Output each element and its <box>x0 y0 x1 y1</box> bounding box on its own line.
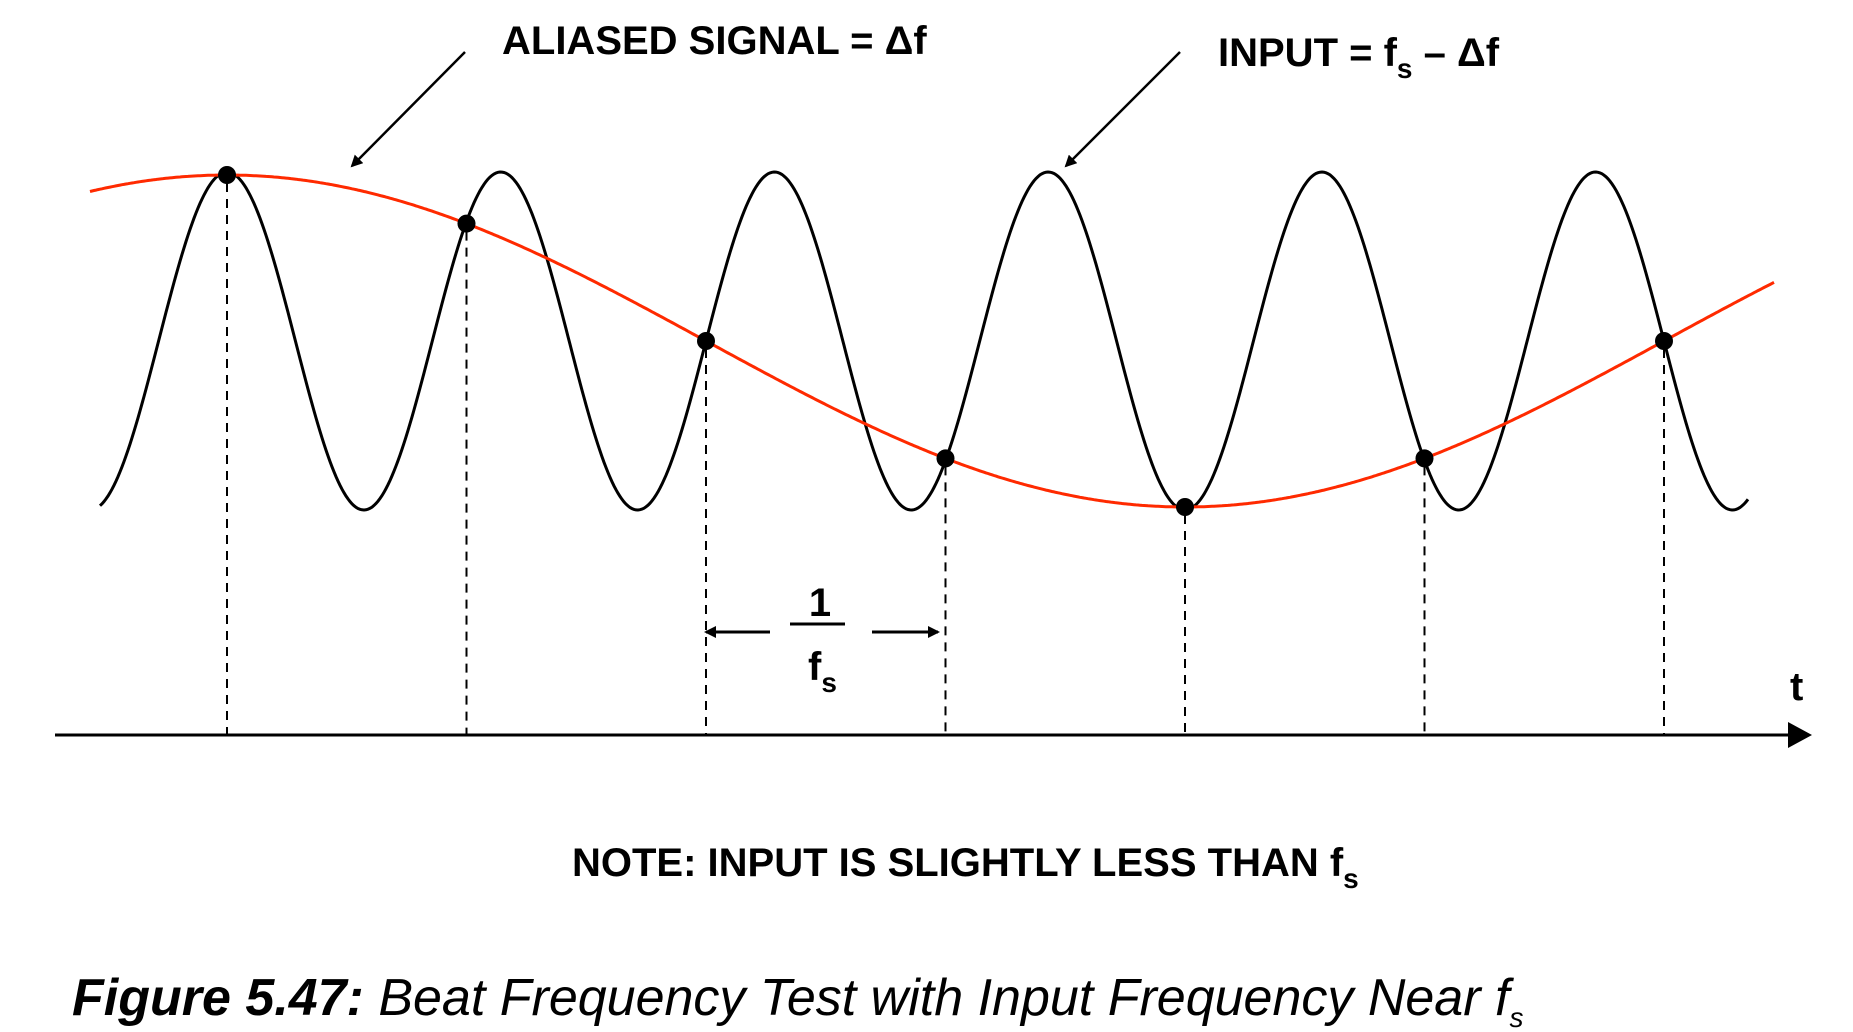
figure-caption-text: Beat Frequency Test with Input Frequency… <box>364 969 1514 1027</box>
sample-point <box>1655 332 1673 350</box>
sample-point <box>218 166 236 184</box>
sample-point <box>936 449 955 468</box>
time-axis-label: t <box>1790 665 1803 709</box>
sample-point <box>1176 498 1194 516</box>
figure-caption-subscript: s <box>1509 1002 1523 1032</box>
period-denominator: fs <box>808 645 837 698</box>
aliased-signal-label: ALIASED SIGNAL = Δf <box>502 19 927 63</box>
sample-point <box>1415 449 1434 468</box>
sample-points <box>218 166 1673 516</box>
input-label-tail: – Δf <box>1412 31 1499 75</box>
period-denominator-subscript: s <box>821 667 837 698</box>
sample-point <box>697 332 715 350</box>
input-label-subscript: s <box>1397 53 1413 84</box>
input-signal-label: INPUT = fs – Δf <box>1218 31 1500 84</box>
aliased-signal-pointer-arrow <box>350 51 466 168</box>
note-text: NOTE: INPUT IS SLIGHTLY LESS THAN fs <box>572 841 1359 894</box>
sample-drop-lines <box>226 183 1665 735</box>
note-subscript: s <box>1343 863 1359 894</box>
input-pointer-arrow <box>1064 51 1181 168</box>
input-waveform <box>98 170 1750 512</box>
sample-point <box>457 214 476 233</box>
figure-caption: Figure 5.47: Beat Frequency Test with In… <box>72 969 1523 1032</box>
time-axis-arrowhead <box>1788 722 1812 748</box>
aliased-waveform <box>89 173 1775 509</box>
period-numerator: 1 <box>809 581 831 625</box>
sample-period-annotation: 1 fs <box>704 581 940 698</box>
input-label-main: INPUT = f <box>1218 31 1398 75</box>
figure-number: Figure 5.47: <box>72 969 364 1027</box>
